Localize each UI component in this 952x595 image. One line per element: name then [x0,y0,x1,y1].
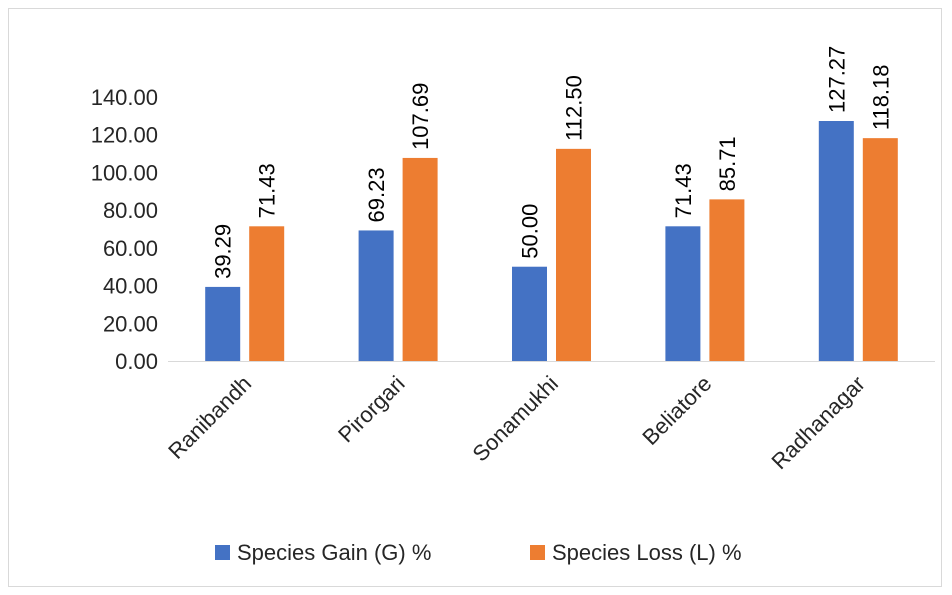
data-label: 85.71 [715,136,740,191]
bar-loss [556,148,591,361]
x-tick-label: Sonamukhi [468,371,564,467]
x-tick-label: Radhanagar [767,371,870,474]
bars-layer [205,121,898,361]
bar-gain [205,286,241,361]
x-tick-label: Pirorgari [333,371,409,447]
bar-loss [862,138,898,361]
bar-loss [249,226,285,361]
y-tick-label: 120.00 [91,123,158,148]
y-tick-label: 140.00 [91,85,158,110]
y-tick-label: 60.00 [103,236,158,261]
data-label: 107.69 [408,83,433,150]
legend-swatch [530,545,545,560]
y-tick-label: 100.00 [91,160,158,185]
y-tick-label: 40.00 [103,274,158,299]
data-label: 50.00 [518,204,543,259]
legend-label: Species Gain (G) % [237,540,431,565]
x-tick-label: Ranibandh [163,371,256,464]
legend-label: Species Loss (L) % [552,540,742,565]
axes-layer: 0.00 20.00 40.00 60.00 80.00 100.00 120.00 140.… [91,85,935,374]
data-label: 118.18 [868,64,893,130]
data-label: 71.43 [255,163,280,218]
y-tick-label: 0.00 [115,349,158,374]
bar-gain [665,226,701,361]
y-tick-label: 20.00 [103,311,158,336]
data-label: 71.43 [671,163,696,218]
bar-gain [818,121,854,361]
chart-frame [8,8,942,587]
bar-gain [358,230,394,361]
data-label: 69.23 [364,167,389,222]
legend: Species Gain (G) % Species Loss (L) % [215,540,742,565]
data-label: 112.50 [562,75,587,141]
legend-swatch [215,545,230,560]
x-tick-label: Beliatore [637,371,716,450]
bar-loss [402,157,438,361]
data-label: 39.29 [211,224,236,279]
bar-loss [709,199,745,361]
y-tick-label: 80.00 [103,198,158,223]
bar-gain [512,266,547,361]
data-label: 127.27 [824,46,849,113]
